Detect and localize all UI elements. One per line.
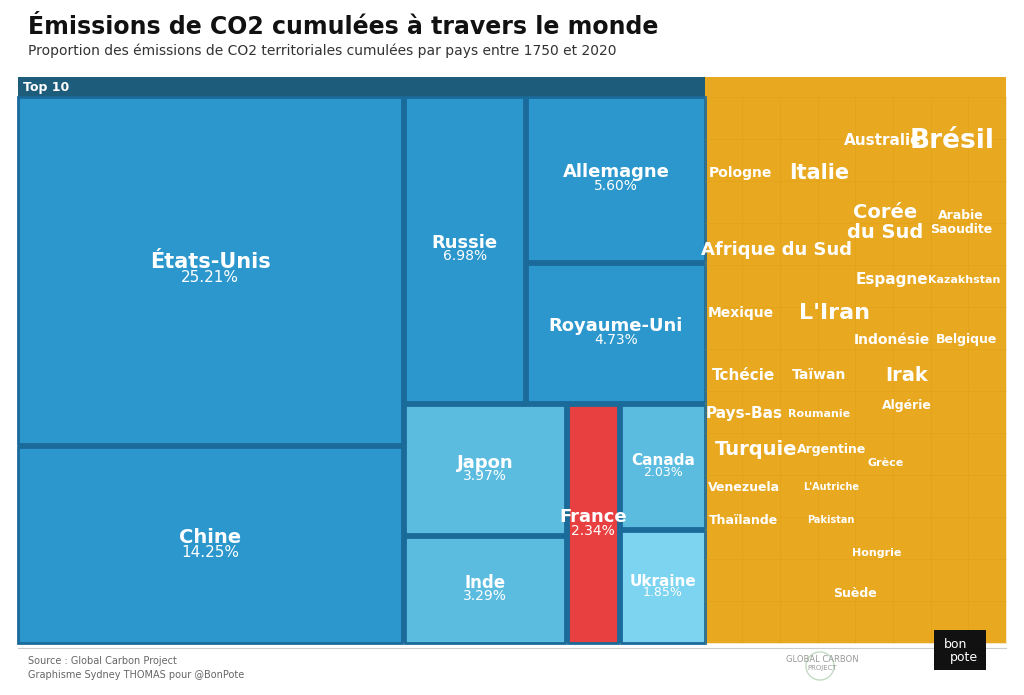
Text: GLOBAL CARBON: GLOBAL CARBON: [785, 655, 858, 664]
Text: Kazakhstan: Kazakhstan: [928, 275, 1000, 285]
Text: Corée
du Sud: Corée du Sud: [847, 203, 924, 243]
Text: 1.85%: 1.85%: [643, 587, 683, 600]
Text: Top 10: Top 10: [23, 81, 70, 94]
Text: États-Unis: États-Unis: [150, 252, 270, 272]
Text: Irak: Irak: [885, 366, 928, 385]
Text: bon: bon: [944, 637, 968, 651]
Text: Royaume-Uni: Royaume-Uni: [549, 317, 683, 335]
Text: Russie: Russie: [432, 234, 498, 252]
Text: Afrique du Sud: Afrique du Sud: [701, 241, 853, 259]
Text: Proportion des émissions de CO2 territoriales cumulées par pays entre 1750 et 20: Proportion des émissions de CO2 territor…: [28, 43, 616, 58]
Text: pote: pote: [950, 651, 978, 664]
Text: Pakistan: Pakistan: [808, 515, 855, 525]
Bar: [406, 405, 565, 534]
Text: Indonésie: Indonésie: [853, 333, 930, 347]
Text: Brésil: Brésil: [909, 128, 994, 154]
Text: Canada: Canada: [631, 453, 694, 468]
Bar: [18, 97, 402, 444]
Text: Inde: Inde: [465, 574, 506, 592]
Text: Ukraine: Ukraine: [630, 573, 696, 589]
Text: 2.34%: 2.34%: [571, 524, 614, 538]
Text: Grèce: Grèce: [867, 458, 903, 468]
Text: Mexique: Mexique: [708, 306, 774, 320]
Bar: [527, 97, 705, 261]
Text: Chine: Chine: [179, 528, 242, 547]
Text: Japon: Japon: [457, 454, 513, 471]
Text: L'Iran: L'Iran: [799, 302, 869, 322]
Text: 3.97%: 3.97%: [463, 469, 507, 483]
Text: Arabie
Saoudite: Arabie Saoudite: [930, 209, 992, 236]
Text: L'Autriche: L'Autriche: [803, 482, 859, 492]
Bar: [621, 405, 705, 528]
Bar: [18, 77, 705, 97]
Text: Argentine: Argentine: [797, 443, 866, 456]
Bar: [406, 97, 524, 402]
Text: Pays-Bas: Pays-Bas: [706, 406, 782, 421]
Text: Pologne: Pologne: [710, 166, 772, 181]
Text: Venezuela: Venezuela: [708, 481, 780, 494]
Bar: [705, 97, 1006, 643]
Text: Espagne: Espagne: [855, 272, 928, 288]
Text: Suède: Suède: [834, 587, 878, 600]
Text: France: France: [559, 508, 627, 526]
Text: 25.21%: 25.21%: [181, 270, 239, 286]
Bar: [18, 448, 402, 643]
Bar: [568, 405, 617, 643]
Bar: [621, 531, 705, 643]
Text: 4.73%: 4.73%: [594, 333, 638, 347]
Bar: [934, 630, 986, 670]
Text: 3.29%: 3.29%: [463, 589, 507, 603]
Text: 14.25%: 14.25%: [181, 545, 239, 559]
Bar: [527, 264, 705, 402]
Text: Roumanie: Roumanie: [788, 409, 850, 418]
Text: Italie: Italie: [790, 163, 849, 183]
Text: Algérie: Algérie: [882, 399, 932, 412]
Text: Australie: Australie: [844, 133, 922, 148]
Text: PROJECT: PROJECT: [807, 665, 837, 671]
Text: 6.98%: 6.98%: [442, 250, 486, 263]
Bar: [18, 97, 705, 643]
Bar: [705, 77, 1006, 97]
Text: Thaïlande: Thaïlande: [710, 514, 778, 527]
Text: Émissions de CO2 cumulées à travers le monde: Émissions de CO2 cumulées à travers le m…: [28, 15, 658, 39]
Text: 5.60%: 5.60%: [594, 179, 638, 193]
Text: Source : Global Carbon Project
Graphisme Sydney THOMAS pour @BonPote: Source : Global Carbon Project Graphisme…: [28, 656, 245, 680]
Text: Allemagne: Allemagne: [562, 163, 670, 181]
Text: Taïwan: Taïwan: [792, 368, 847, 382]
Text: 2.03%: 2.03%: [643, 466, 683, 479]
Text: Hongrie: Hongrie: [852, 548, 901, 558]
Text: Turquie: Turquie: [715, 440, 797, 459]
Text: Tchécie: Tchécie: [713, 368, 775, 383]
Text: Belgique: Belgique: [936, 334, 997, 347]
Bar: [406, 537, 565, 643]
